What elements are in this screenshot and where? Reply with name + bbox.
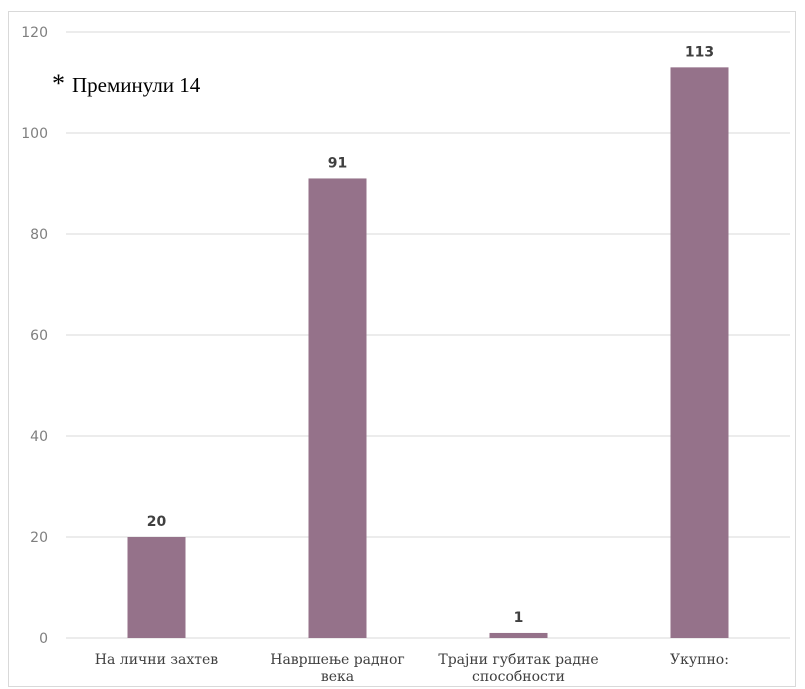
annotation-text: Преминули 14 (72, 73, 201, 97)
y-tick-label: 100 (21, 126, 48, 142)
x-axis-categories: На лични захтев Навршење радног века Трајни… (95, 652, 729, 685)
data-labels: 20 91 1 113 (147, 44, 714, 626)
chart-frame (8, 11, 796, 687)
y-tick-label: 40 (30, 429, 48, 445)
bars (127, 67, 729, 639)
data-label: 1 (514, 610, 524, 626)
annotation-marker: * (52, 69, 65, 98)
data-label: 113 (685, 44, 714, 60)
x-category-label: Трајни губитак радне способности (438, 652, 598, 685)
gridlines (66, 31, 790, 639)
bar (489, 632, 548, 638)
bar (670, 67, 729, 639)
y-axis-ticks: 0 20 40 60 80 100 120 (21, 25, 48, 647)
x-category-label: Навршење радног века (270, 652, 405, 685)
data-label: 20 (147, 514, 167, 530)
bar (127, 537, 186, 638)
bar (308, 178, 367, 638)
y-tick-label: 20 (30, 530, 48, 546)
y-tick-label: 120 (21, 25, 48, 41)
y-tick-label: 80 (30, 227, 48, 243)
x-category-label: На лични захтев (95, 652, 219, 668)
y-tick-label: 0 (39, 631, 48, 647)
y-tick-label: 60 (30, 328, 48, 344)
data-label: 91 (328, 155, 347, 171)
x-category-label: Укупно: (670, 652, 729, 668)
